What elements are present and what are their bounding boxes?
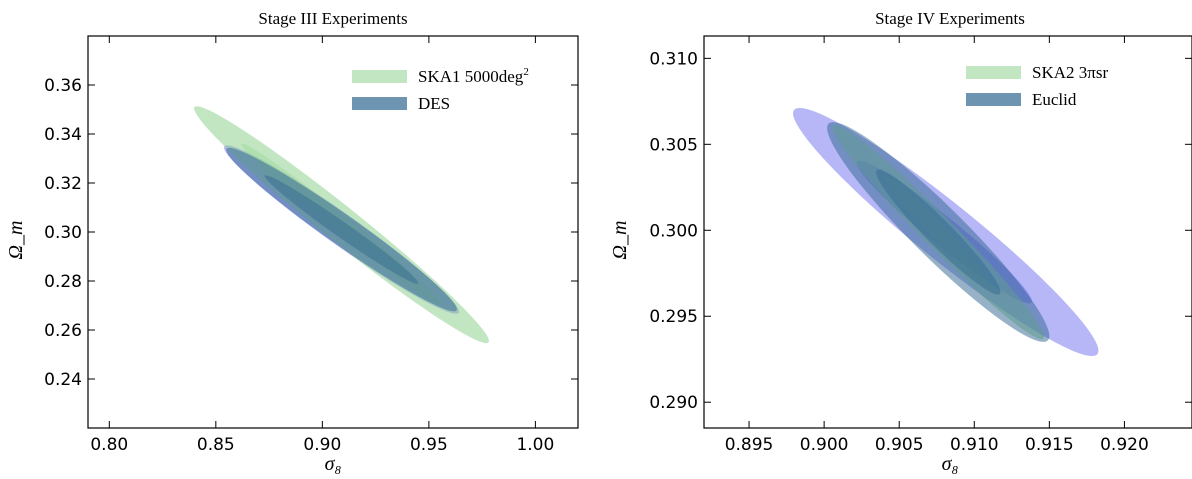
- stage-iii-plot-area: 0.80 0.85 0.90 0.95 1.00 0.24 0.26 0.28 0.30 0.32…: [44, 35, 579, 455]
- series-1-contour-0: [226, 147, 457, 312]
- legend-swatch: [966, 93, 1021, 106]
- y-tick-label: 0.30: [44, 223, 82, 243]
- x-tick-label: 0.895: [725, 435, 774, 455]
- y-tick-label: 0.300: [649, 221, 698, 241]
- y-tick-label: 0.28: [44, 272, 82, 292]
- y-tick-label: 0.295: [649, 307, 698, 327]
- chart-title-stage-iii: Stage III Experiments: [258, 9, 407, 28]
- x-tick-label: 0.905: [875, 435, 924, 455]
- y-axis-label-stage-iii: Ω_m: [5, 221, 27, 260]
- stage-iii-panel: Stage III Experiments 0.80 0.85 0.90 0.95 1.…: [5, 9, 579, 475]
- x-tick-label: 1.00: [516, 435, 554, 455]
- legend-swatch: [966, 66, 1021, 79]
- y-tick-label: 0.24: [44, 370, 82, 390]
- legend-swatch: [352, 70, 407, 83]
- stage-iv-plot-area: 0.895 0.900 0.905 0.910 0.915 0.920 0.290 0.295…: [649, 35, 1192, 455]
- legend: SKA2 3πsr Euclid: [966, 63, 1108, 109]
- x-axis-label-stage-iii: σ₈: [325, 453, 342, 475]
- y-axis-label-stage-iv: Ω_m: [609, 221, 631, 260]
- stage-iv-panel: Stage IV Experiments 0.895 0.900 0.905 0.91…: [609, 9, 1192, 475]
- series-1-contour-0: [827, 122, 1050, 342]
- legend-label: DES: [418, 94, 450, 113]
- legend-label: SKA1 5000deg2: [418, 66, 529, 86]
- contour-layer: [793, 107, 1099, 357]
- x-tick-label: 0.90: [303, 435, 341, 455]
- x-tick-label: 0.85: [197, 435, 235, 455]
- legend-swatch: [352, 97, 407, 110]
- x-tick-label: 0.920: [1100, 435, 1149, 455]
- legend: SKA1 5000deg2 DES: [352, 66, 529, 113]
- contour-layer: [194, 106, 489, 344]
- y-tick-label: 0.26: [44, 321, 82, 341]
- x-tick-label: 0.915: [1025, 435, 1074, 455]
- x-tick-label: 0.95: [410, 435, 448, 455]
- x-axis-label-stage-iv: σ₈: [942, 453, 959, 475]
- y-tick-label: 0.32: [44, 174, 82, 194]
- chart-title-stage-iv: Stage IV Experiments: [875, 9, 1025, 28]
- series-1-contour-1: [876, 169, 1001, 295]
- x-tick-label: 0.910: [950, 435, 999, 455]
- x-tick-label: 0.80: [90, 435, 128, 455]
- y-tick-label: 0.36: [44, 76, 82, 96]
- legend-label: SKA2 3πsr: [1032, 63, 1108, 82]
- plot-frame: [703, 35, 1192, 429]
- x-tick-label: 0.900: [800, 435, 849, 455]
- y-tick-label: 0.310: [649, 49, 698, 69]
- y-tick-label: 0.34: [44, 125, 82, 145]
- series-1-contour-1: [264, 175, 419, 284]
- legend-label: Euclid: [1032, 90, 1077, 109]
- y-tick-label: 0.305: [649, 135, 698, 155]
- y-tick-label: 0.290: [649, 393, 698, 413]
